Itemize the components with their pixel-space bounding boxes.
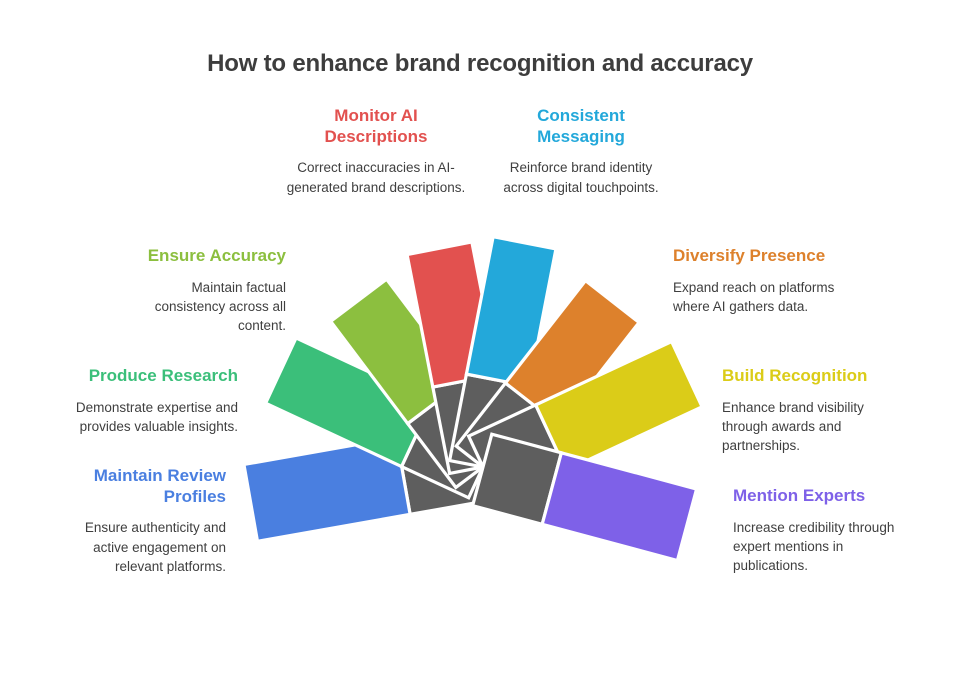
petal-color-segment-mention-experts [540, 450, 699, 563]
petal-color-segment-build-recognition [533, 339, 705, 473]
callout-description: Increase credibility through expert ment… [733, 519, 895, 574]
page-title: How to enhance brand recognition and acc… [207, 50, 753, 77]
callout-description: Demonstrate expertise and provides valua… [75, 399, 238, 434]
callout-title: Mention Experts [733, 486, 866, 505]
pinwheel-petal-group [242, 234, 705, 563]
callout-title: Ensure Accuracy [147, 246, 286, 265]
callout-description: Maintain factual consistency across all … [154, 279, 286, 334]
callout-title: Consistent Messaging [537, 106, 625, 146]
callout-description: Reinforce brand identity across digital … [503, 160, 659, 195]
callout-build-recognition[interactable]: Build Recognition Enhance brand visibili… [722, 366, 907, 455]
callout-description: Enhance brand visibility through awards … [722, 399, 864, 454]
callout-description: Expand reach on platforms where AI gathe… [673, 279, 835, 314]
callout-title: Maintain Review Profiles [93, 466, 226, 506]
callout-title: Produce Research [88, 366, 238, 385]
callout-description: Correct inaccuracies in AI-generated bra… [286, 160, 466, 195]
callout-monitor-ai-descriptions[interactable]: Monitor AI Descriptions Correct inaccura… [283, 106, 469, 197]
callout-diversify-presence[interactable]: Diversify Presence Expand reach on platf… [673, 246, 853, 316]
callout-title: Monitor AI Descriptions [324, 106, 428, 146]
callout-description: Ensure authenticity and active engagemen… [84, 520, 226, 574]
callout-title: Diversify Presence [673, 246, 826, 265]
callout-mention-experts[interactable]: Mention Experts Increase credibility thr… [733, 486, 913, 575]
callout-consistent-messaging[interactable]: Consistent Messaging Reinforce brand ide… [496, 106, 666, 197]
callout-maintain-review-profiles[interactable]: Maintain Review Profiles Ensure authenti… [62, 466, 226, 576]
callout-title: Build Recognition [722, 366, 868, 385]
callout-ensure-accuracy[interactable]: Ensure Accuracy Maintain factual consist… [120, 246, 286, 335]
callout-produce-research[interactable]: Produce Research Demonstrate expertise a… [72, 366, 238, 436]
